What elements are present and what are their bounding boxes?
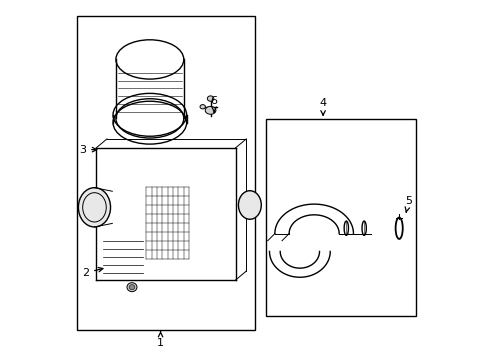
Ellipse shape: [207, 96, 213, 101]
Ellipse shape: [129, 285, 135, 290]
Bar: [265, 119, 415, 316]
Ellipse shape: [238, 191, 261, 219]
Bar: [77, 16, 255, 330]
Ellipse shape: [205, 107, 216, 114]
Text: 2: 2: [82, 267, 102, 278]
Text: 6: 6: [210, 96, 217, 112]
Ellipse shape: [78, 188, 110, 227]
Ellipse shape: [200, 105, 205, 109]
Ellipse shape: [127, 283, 137, 292]
Text: 3: 3: [79, 145, 97, 155]
Text: 4: 4: [319, 98, 326, 115]
Text: 1: 1: [157, 332, 163, 347]
Text: 5: 5: [405, 197, 411, 212]
